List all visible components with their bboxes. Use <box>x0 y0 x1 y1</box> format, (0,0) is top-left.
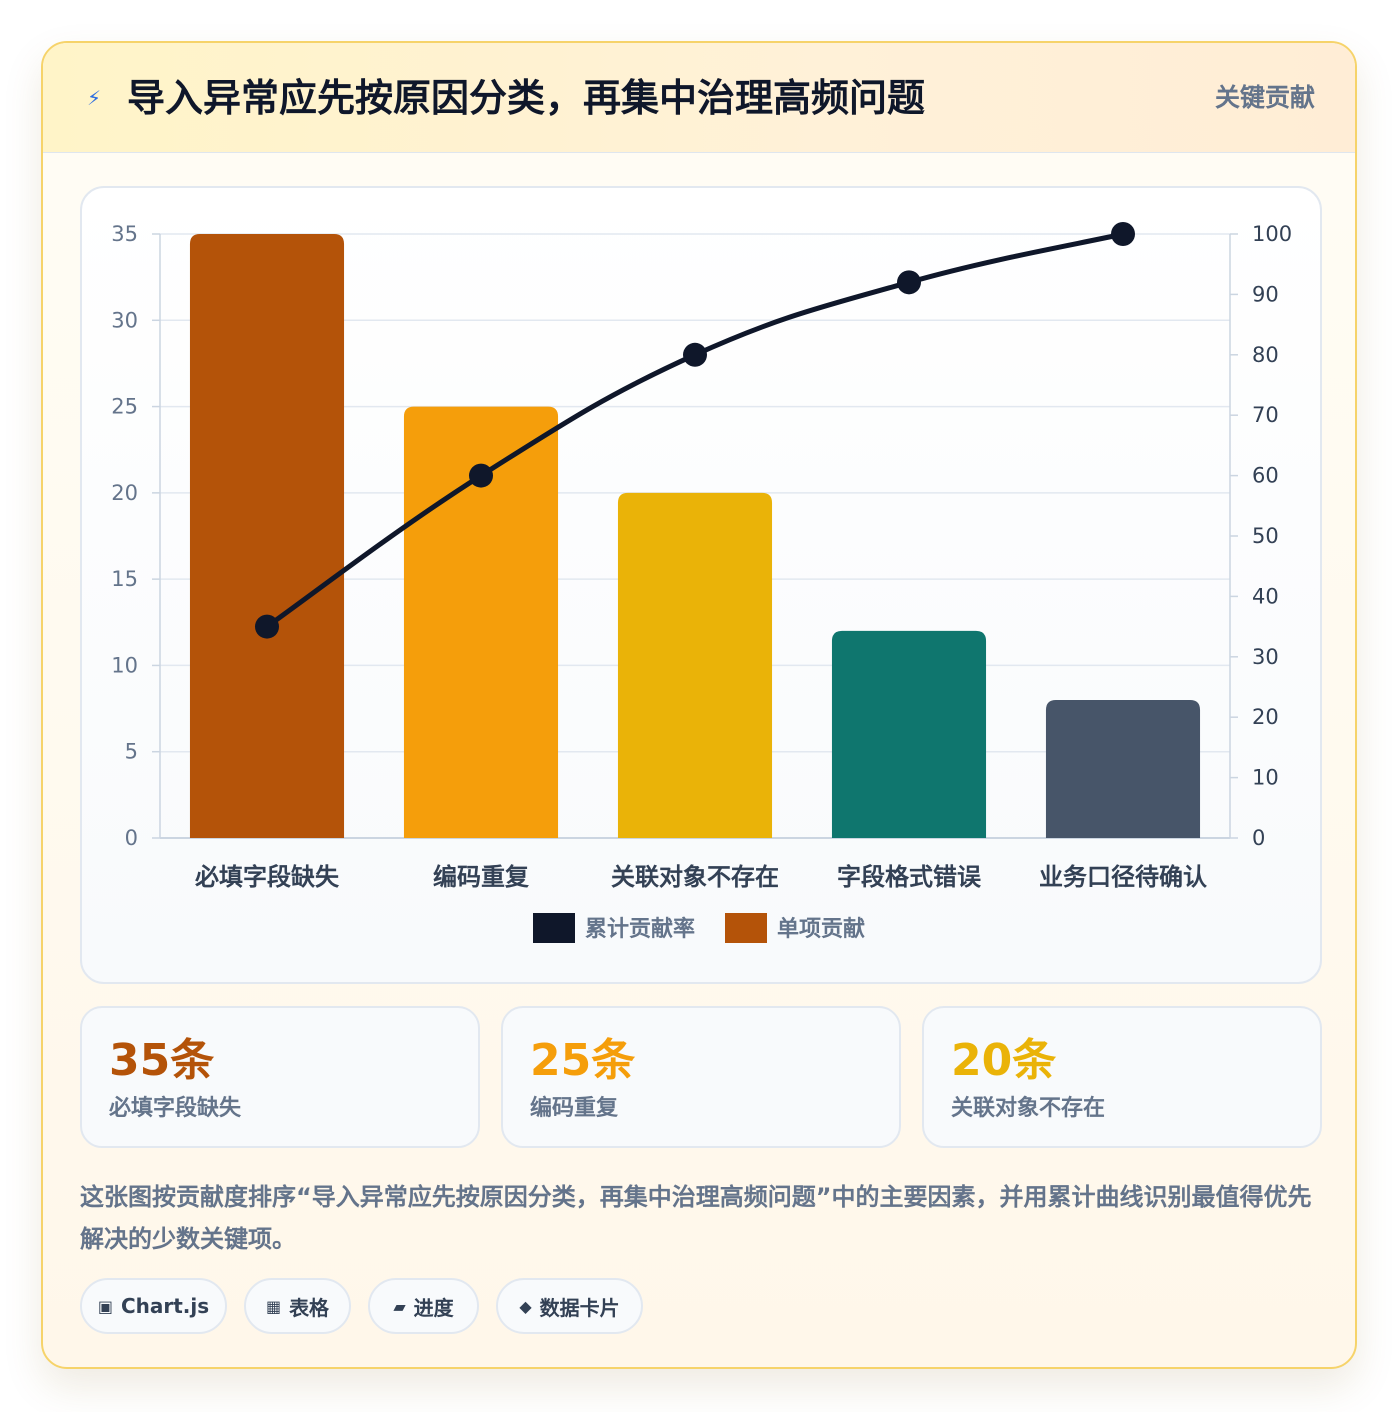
lightning-icon: ⚡ <box>87 86 102 110</box>
y-right-tick-label: 100 <box>1252 222 1292 246</box>
stat-value: 35条 <box>109 1035 215 1086</box>
x-tick-label: 编码重复 <box>433 863 530 891</box>
chart-card: ⚡ 导入异常应先按原因分类，再集中治理高频问题 关键贡献 0 5 10 15 20 25 3… <box>41 41 1357 1369</box>
card-header: ⚡ 导入异常应先按原因分类，再集中治理高频问题 关键贡献 <box>43 43 1355 153</box>
legend-label: 累计贡献率 <box>585 916 695 942</box>
y-left-tick-label: 20 <box>111 481 138 505</box>
y-right-tick-label: 20 <box>1252 705 1279 729</box>
bar <box>617 492 773 838</box>
bar <box>189 234 345 838</box>
tag-data-card[interactable]: ◆ 数据卡片 <box>496 1278 643 1334</box>
cumulative-point <box>683 342 707 367</box>
pareto-chart: 0 5 10 15 20 25 30 35 0 10 20 30 40 50 60 70 80 90 100 必填字段… <box>111 222 1292 943</box>
stat-value: 20条 <box>951 1035 1057 1086</box>
y-left-tick-label: 10 <box>111 653 138 677</box>
chart-description: 这张图按贡献度排序“导入异常应先按原因分类，再集中治理高频问题”中的主要因素，并… <box>80 1183 1312 1253</box>
x-tick-label: 业务口径待确认 <box>1039 863 1207 891</box>
cumulative-point <box>469 463 493 488</box>
y-right-tick-label: 80 <box>1252 343 1279 367</box>
y-right-tick-label: 50 <box>1252 524 1279 548</box>
stat-card: 35条 必填字段缺失 <box>80 1006 480 1148</box>
chart-panel: 0 5 10 15 20 25 30 35 0 10 20 30 40 50 60 70 80 90 100 必填字段… <box>80 186 1322 984</box>
data-card-icon: ◆ <box>519 1296 532 1316</box>
bar <box>403 406 559 838</box>
cumulative-point <box>255 614 279 639</box>
x-tick-label: 关联对象不存在 <box>611 863 779 891</box>
stat-label: 必填字段缺失 <box>109 1096 242 1121</box>
y-left-tick-label: 5 <box>125 740 138 764</box>
y-left-tick-label: 25 <box>111 395 138 419</box>
y-right-tick-label: 40 <box>1252 584 1279 608</box>
legend-swatch <box>533 913 575 943</box>
tag-label: 进度 <box>413 1295 454 1320</box>
stat-value: 25条 <box>530 1035 636 1086</box>
tag-label: 数据卡片 <box>539 1295 620 1320</box>
cumulative-point <box>1111 222 1135 246</box>
y-right-tick-label: 10 <box>1252 766 1279 790</box>
stat-label: 编码重复 <box>530 1096 619 1121</box>
y-left-tick-label: 35 <box>111 222 138 246</box>
y-right-tick-label: 30 <box>1252 645 1279 669</box>
tag-table[interactable]: ▦ 表格 <box>244 1278 351 1334</box>
y-right-tick-label: 60 <box>1252 464 1279 488</box>
legend-label: 单项贡献 <box>777 916 865 942</box>
bar <box>831 630 987 838</box>
legend-swatch <box>725 913 767 943</box>
y-right-tick-label: 70 <box>1252 403 1279 427</box>
table-icon: ▦ <box>265 1296 282 1316</box>
y-right-tick-label: 0 <box>1252 826 1265 850</box>
tag-progress[interactable]: ▰ 进度 <box>368 1278 479 1334</box>
chart-title: 导入异常应先按原因分类，再集中治理高频问题 <box>127 76 926 120</box>
x-tick-label: 必填字段缺失 <box>195 863 340 891</box>
y-left-tick-label: 30 <box>111 308 138 332</box>
y-right-tick-label: 90 <box>1252 282 1279 306</box>
tag-chartjs[interactable]: ▣ Chart.js <box>80 1278 227 1334</box>
stat-label: 关联对象不存在 <box>951 1096 1106 1121</box>
tag-label: 表格 <box>289 1295 330 1320</box>
progress-icon: ▰ <box>393 1296 406 1316</box>
header-badge: 关键贡献 <box>1214 83 1315 112</box>
cumulative-point <box>897 270 921 295</box>
y-left-tick-label: 15 <box>111 567 138 591</box>
tag-label: Chart.js <box>120 1294 210 1318</box>
bar <box>1045 699 1201 838</box>
chart-icon: ▣ <box>97 1296 113 1316</box>
y-left-tick-label: 0 <box>125 826 138 850</box>
x-tick-label: 字段格式错误 <box>837 863 982 891</box>
stat-card: 25条 编码重复 <box>501 1006 901 1148</box>
stat-card: 20条 关联对象不存在 <box>922 1006 1322 1148</box>
stats-row: 35条 必填字段缺失 25条 编码重复 20条 关联对象不存在 <box>80 1006 1322 1148</box>
